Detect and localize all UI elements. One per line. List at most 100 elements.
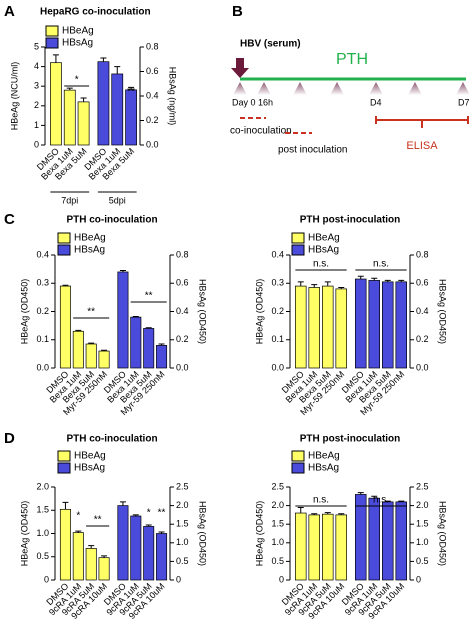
tick-label: 1.0 — [176, 537, 189, 547]
timepoint-marker — [456, 82, 470, 95]
legend-swatch — [45, 25, 59, 37]
treatment-label: PTH — [336, 51, 368, 68]
legend-swatch — [291, 244, 305, 256]
legend-label: HBsAg — [74, 463, 105, 474]
tick-label: 0.6 — [416, 278, 429, 288]
tick-label: 0.6 — [146, 66, 159, 76]
error-bar — [88, 342, 95, 344]
tick-label: 1.0 — [416, 537, 429, 547]
error-bar — [75, 530, 82, 533]
error-bar — [114, 66, 121, 74]
legend-label: HBeAg — [62, 26, 94, 37]
tick-label: 2 — [34, 100, 39, 110]
tick-label: 1.5 — [36, 505, 49, 515]
bar — [143, 328, 155, 369]
tick-label: 0 — [416, 574, 421, 584]
bar — [117, 505, 129, 581]
bar — [97, 61, 110, 146]
bar — [308, 287, 321, 369]
significance-label: ** — [94, 515, 102, 526]
error-bar — [371, 277, 378, 281]
legend-swatch — [57, 232, 71, 244]
legend-swatch — [291, 232, 305, 244]
error-bar — [119, 501, 126, 506]
bar — [322, 513, 334, 581]
bar — [72, 532, 84, 581]
tick-label: 0.2 — [271, 306, 284, 316]
error-bar — [384, 500, 391, 502]
error-bar — [384, 279, 391, 282]
bar — [395, 281, 408, 369]
error-bar — [145, 327, 152, 329]
tick-label: 1.0 — [271, 537, 284, 547]
y2-axis-title: HBsAg (OD450) — [198, 279, 208, 344]
significance-label: n.s. — [373, 259, 389, 270]
panel-label: D — [4, 430, 15, 447]
legend-swatch — [57, 450, 71, 462]
error-bar — [62, 501, 69, 510]
tick-label: 0.5 — [271, 556, 284, 566]
chart-title: PTH post-inoculation — [300, 215, 401, 226]
y-axis-title: HBeAg (OD450) — [19, 279, 29, 345]
error-bar — [158, 343, 165, 346]
tick-label: 0.0 — [271, 362, 284, 372]
timepoint-label: 16h — [258, 97, 273, 107]
phase-label: co-inoculation — [230, 126, 292, 137]
bar — [156, 533, 168, 581]
tick-label: 0.2 — [416, 334, 429, 344]
tick-label: 0.8 — [176, 249, 189, 259]
bar — [395, 501, 408, 581]
significance-label: n.s. — [313, 495, 329, 506]
y2-axis-title: HBsAg (OD450) — [438, 279, 448, 344]
inoculation-arrow — [231, 58, 249, 78]
chart-title: HepaRG co-inoculation — [40, 7, 151, 18]
significance-label: ** — [158, 508, 166, 519]
tick-label: 0.5 — [416, 556, 429, 566]
tick-label: 2.0 — [271, 500, 284, 510]
error-bar — [101, 555, 108, 558]
bar — [72, 330, 84, 369]
tick-label: 2.5 — [416, 481, 429, 491]
phase-label: post inoculation — [278, 145, 348, 156]
legend-swatch — [45, 37, 59, 49]
bar — [368, 497, 381, 581]
legend-label: HBeAg — [308, 451, 340, 462]
legend-label: HBeAg — [74, 451, 106, 462]
timepoint-marker — [408, 82, 422, 95]
tick-label: 0.4 — [36, 249, 49, 259]
significance-label: n.s. — [313, 259, 329, 270]
tick-label: 0.0 — [146, 139, 159, 149]
error-bar — [324, 512, 331, 515]
error-bar — [132, 315, 139, 318]
bar — [117, 271, 129, 369]
tick-label: 0.6 — [176, 278, 189, 288]
bar — [355, 278, 367, 369]
y2-axis-title: HBsAg (ng/ml) — [168, 67, 178, 126]
panel-label: C — [4, 211, 15, 228]
error-bar — [338, 286, 345, 289]
tick-label: 0 — [176, 574, 181, 584]
bar — [355, 494, 367, 581]
bar — [98, 350, 110, 369]
tick-label: 0.5 — [36, 551, 49, 561]
tick-label: 0.8 — [416, 249, 429, 259]
y2-axis-title: HBsAg (OD450) — [438, 501, 448, 566]
tick-label: 0 — [279, 574, 284, 584]
timepoint-marker — [330, 82, 344, 95]
bar — [59, 285, 71, 369]
timepoint-label: Day 0 — [232, 97, 256, 107]
tick-label: 0.4 — [416, 306, 429, 316]
chart-title: PTH post-inoculation — [300, 434, 401, 445]
bar — [85, 548, 97, 581]
tick-label: 0.5 — [176, 556, 189, 566]
error-bar — [371, 495, 378, 499]
legend-label: HBsAg — [308, 463, 339, 474]
bar — [335, 514, 348, 581]
tick-label: 0.8 — [146, 41, 159, 51]
bar — [130, 515, 142, 581]
error-bar — [101, 349, 108, 352]
y-axis-title: HBeAg (NCU/ml) — [9, 62, 19, 131]
tick-label: 0.4 — [176, 306, 189, 316]
error-bar — [297, 281, 304, 287]
error-bar — [311, 513, 318, 515]
